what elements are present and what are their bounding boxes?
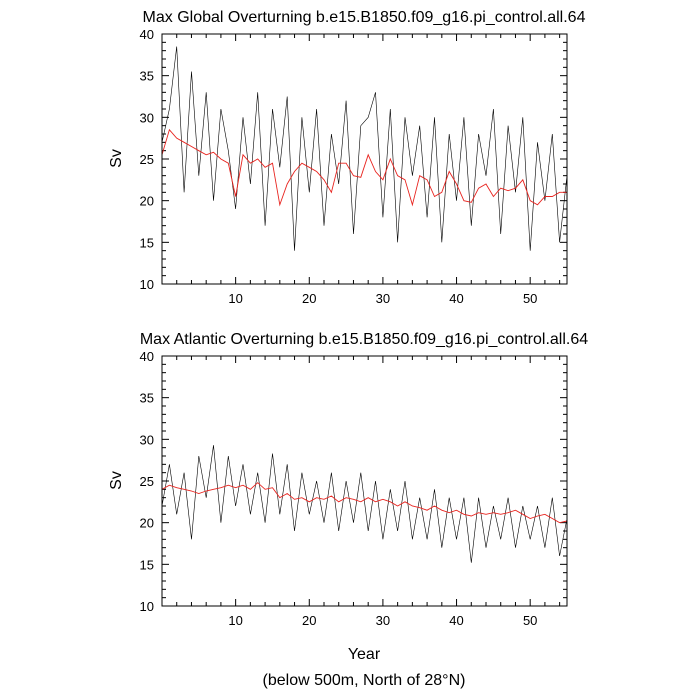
x-tick-label-global: 20 [302,291,316,306]
y-axis-label-global: Sv [108,149,125,168]
smoothed-series-line-global [161,128,567,207]
y-axis-label-atlantic: Sv [108,471,125,490]
y-tick-label-global: 20 [140,194,154,209]
x-tick-label-atlantic: 40 [449,613,463,628]
y-tick-label-atlantic: 15 [140,557,154,572]
x-tick-label-global: 50 [523,291,537,306]
x-tick-label-global: 30 [376,291,390,306]
tick-group-global: 10 20 30 40 50 10 15 20 25 30 35 40 [140,27,567,306]
raw-series-line-global [161,46,568,251]
tick-group-atlantic: 10 20 30 40 50 10 15 20 25 30 35 40 [140,349,567,628]
y-tick-label-global: 15 [140,235,154,250]
y-tick-label-global: 40 [140,27,154,42]
y-tick-label-global: 25 [140,152,154,167]
x-tick-label-atlantic: 50 [523,613,537,628]
y-tick-label-atlantic: 40 [140,349,154,364]
curve-group-global [161,46,568,251]
x-tick-label-atlantic: 30 [376,613,390,628]
plot-frame-atlantic [161,355,568,607]
panel-global: Max Global Overturning b.e15.B1850.f09_g… [108,9,586,306]
x-axis-label: Year [348,646,381,663]
x-tick-label-global: 10 [228,291,242,306]
raw-series-line-atlantic [161,445,568,563]
y-tick-label-atlantic: 30 [140,432,154,447]
y-tick-label-global: 35 [140,69,154,84]
panel-title-global: Max Global Overturning b.e15.B1850.f09_g… [143,9,586,26]
y-tick-label-atlantic: 25 [140,474,154,489]
y-tick-label-global: 30 [140,110,154,125]
x-tick-label-atlantic: 10 [228,613,242,628]
x-tick-label-global: 40 [449,291,463,306]
panel-atlantic: Max Atlantic Overturning b.e15.B1850.f09… [108,331,588,628]
footnote: (below 500m, North of 28°N) [263,672,466,689]
curve-group-atlantic [161,445,568,563]
plot-frame-global [161,33,568,285]
smoothed-series-line-atlantic [161,482,568,524]
x-tick-label-atlantic: 20 [302,613,316,628]
panel-title-atlantic: Max Atlantic Overturning b.e15.B1850.f09… [140,331,588,348]
y-tick-label-atlantic: 20 [140,516,154,531]
y-tick-label-atlantic: 10 [140,599,154,614]
y-tick-label-atlantic: 35 [140,391,154,406]
y-tick-label-global: 10 [140,277,154,292]
